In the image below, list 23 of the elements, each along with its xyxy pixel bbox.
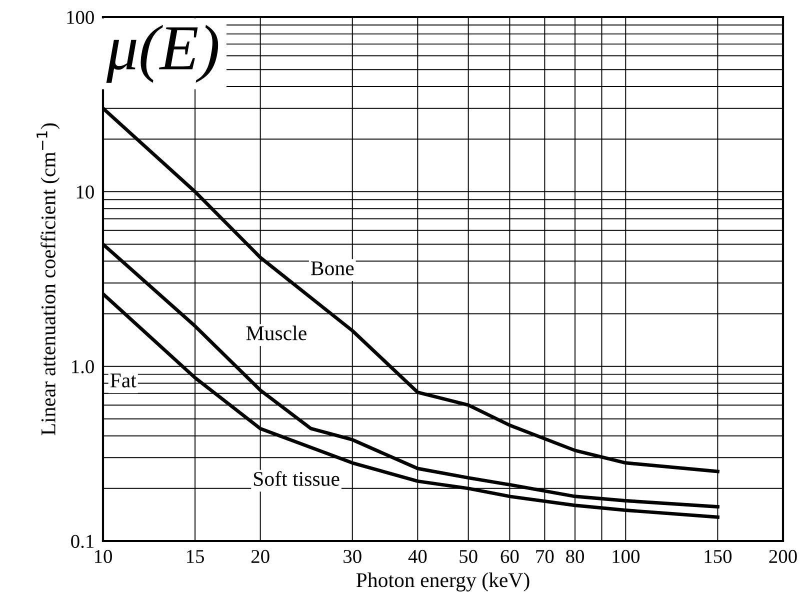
y-tick-label: 10	[76, 185, 94, 199]
x-axis-title: Photon energy (keV)	[356, 572, 530, 592]
x-tick-label: 80	[566, 550, 584, 564]
annotation: Soft tissue	[254, 471, 340, 486]
x-tick-label: 20	[251, 550, 270, 564]
x-tick-label: 60	[500, 550, 519, 564]
x-tick-label: 40	[408, 550, 427, 564]
annotation: Bone	[311, 261, 354, 276]
x-tick-label: 30	[344, 550, 362, 564]
y-tick-label: 0.1	[71, 534, 94, 548]
annotation: Fat	[110, 374, 136, 388]
x-tick-label: 50	[460, 550, 478, 564]
x-tick-label: 10	[94, 550, 112, 564]
x-tick-label: 200	[769, 550, 797, 564]
x-tick-label: 70	[536, 550, 554, 564]
x-tick-label: 150	[704, 550, 732, 564]
annotation: μ(E)	[106, 24, 218, 83]
x-tick-label: 100	[612, 550, 640, 564]
annotation: Muscle	[246, 326, 306, 340]
y-tick-label: 1.0	[72, 360, 94, 374]
y-axis-title: Linear attenuation coefficient (cm$^{−1}$)	[36, 123, 60, 436]
y-tick-label: 100	[67, 10, 94, 24]
x-tick-label: 15	[187, 550, 204, 564]
